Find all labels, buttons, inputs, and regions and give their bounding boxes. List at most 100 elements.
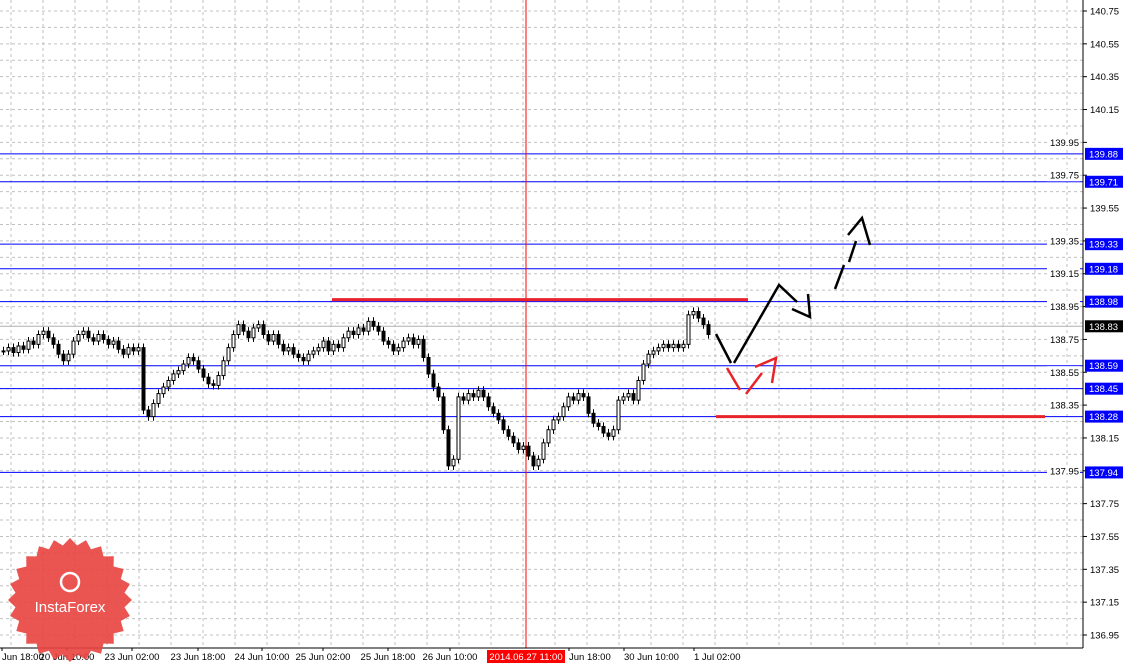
candle-body-bear	[196, 360, 201, 370]
candle-body-bear	[701, 317, 706, 326]
candle-body-bull	[661, 343, 666, 349]
candle-body-bear	[486, 396, 491, 408]
level-price-badge	[1085, 175, 1123, 188]
candle	[591, 409, 596, 428]
price-tick-label: 137.15	[1090, 598, 1119, 609]
candle	[686, 310, 691, 349]
candle-body-bull	[71, 340, 76, 355]
candle	[96, 330, 101, 346]
candle	[496, 409, 501, 424]
price-tick-label: 138.55	[1050, 368, 1079, 379]
candle-body-bear	[11, 347, 16, 354]
candle	[561, 402, 566, 421]
candle-body-bull	[96, 333, 101, 342]
price-tick-label: 139.15	[1050, 269, 1079, 280]
candle-body-bull	[451, 458, 456, 467]
candle-body-bear	[596, 422, 601, 427]
candle	[246, 327, 251, 342]
candle-body-bear	[301, 356, 306, 362]
candle-body-bull	[566, 396, 571, 408]
candle	[541, 438, 546, 464]
candle	[676, 340, 681, 352]
candle-body-bear	[411, 337, 416, 345]
candle-body-bear	[261, 324, 266, 335]
candle	[451, 455, 456, 470]
candle-body-bear	[446, 429, 451, 467]
level-price-badge	[1085, 147, 1123, 160]
candle-body-bull	[41, 330, 46, 335]
price-tick-label: 137.55	[1090, 532, 1119, 543]
candle	[191, 353, 196, 365]
candle-body-bear	[61, 353, 66, 362]
candle-body-bull	[636, 379, 641, 401]
level-price-badge	[1085, 295, 1123, 308]
price-tick-label: 137.35	[1090, 565, 1119, 576]
price-tick-label-background	[1047, 169, 1080, 182]
candle-body-bull	[401, 340, 406, 349]
candle-body-bull	[331, 343, 336, 352]
candle	[236, 320, 241, 339]
candle-body-bear	[121, 348, 126, 355]
candle	[426, 353, 431, 379]
candle-body-bear	[526, 445, 531, 457]
candle	[501, 415, 506, 434]
price-tick-label: 140.35	[1090, 72, 1119, 83]
candle-body-bull	[66, 353, 71, 362]
candle-body-bear	[211, 383, 216, 386]
candle-body-bull	[16, 345, 21, 354]
horizontal-levels	[0, 153, 1083, 473]
candle	[116, 336, 121, 354]
candle	[401, 336, 406, 352]
candle-body-bull	[521, 445, 526, 450]
candle	[61, 350, 66, 365]
candle	[456, 392, 461, 464]
candle	[126, 343, 131, 359]
candle-body-bear	[371, 320, 376, 327]
candle-body-bear	[336, 343, 341, 349]
level-price-label: 139.33	[1089, 240, 1118, 251]
candle	[281, 340, 286, 356]
candle	[641, 359, 646, 385]
candle-body-bear	[491, 406, 496, 414]
price-tick-label: 138.35	[1050, 401, 1079, 412]
candle	[656, 343, 661, 356]
level-price-badge	[1085, 410, 1123, 423]
time-tick-label: Jun 18:00	[2, 652, 44, 663]
candle-body-bull	[316, 347, 321, 352]
candle	[201, 364, 206, 382]
candle-body-bull	[76, 333, 81, 342]
level-price-label: 138.28	[1089, 412, 1118, 423]
candle	[621, 392, 626, 405]
candle	[341, 333, 346, 352]
candle-body-bear	[426, 356, 431, 375]
candle	[436, 382, 441, 401]
candle	[346, 327, 351, 342]
candle	[156, 389, 161, 408]
candle	[311, 346, 316, 359]
level-price-label: 139.18	[1089, 264, 1118, 275]
candle	[111, 336, 116, 349]
candle-body-bear	[506, 429, 511, 437]
candle	[431, 369, 436, 392]
candle-body-bear	[481, 389, 486, 398]
forecast-arrow-bullish	[732, 283, 798, 364]
candle	[306, 350, 311, 365]
candle-body-bull	[656, 347, 661, 352]
candle-body-bull	[621, 396, 626, 401]
candle-body-bear	[191, 356, 196, 362]
price-tick-label: 139.95	[1050, 138, 1079, 149]
candle	[671, 340, 676, 352]
candle	[511, 432, 516, 447]
candle	[701, 313, 706, 329]
candle	[171, 369, 176, 385]
candle	[266, 330, 271, 346]
candle-body-bear	[21, 345, 26, 350]
candle	[26, 336, 31, 354]
candle	[16, 341, 21, 357]
candle	[706, 320, 711, 339]
candle	[226, 343, 231, 365]
price-tick-label: 140.55	[1090, 39, 1119, 50]
candle-body-bull	[6, 347, 11, 352]
candle-body-bear	[116, 340, 121, 350]
